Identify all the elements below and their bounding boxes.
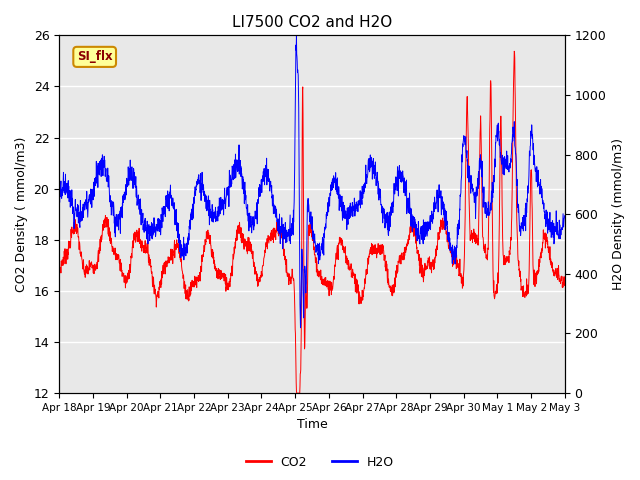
Legend: CO2, H2O: CO2, H2O: [241, 451, 399, 474]
Title: LI7500 CO2 and H2O: LI7500 CO2 and H2O: [232, 15, 392, 30]
Y-axis label: CO2 Density ( mmol/m3): CO2 Density ( mmol/m3): [15, 136, 28, 292]
X-axis label: Time: Time: [296, 419, 328, 432]
Text: SI_flx: SI_flx: [77, 50, 113, 63]
Y-axis label: H2O Density (mmol/m3): H2O Density (mmol/m3): [612, 138, 625, 290]
